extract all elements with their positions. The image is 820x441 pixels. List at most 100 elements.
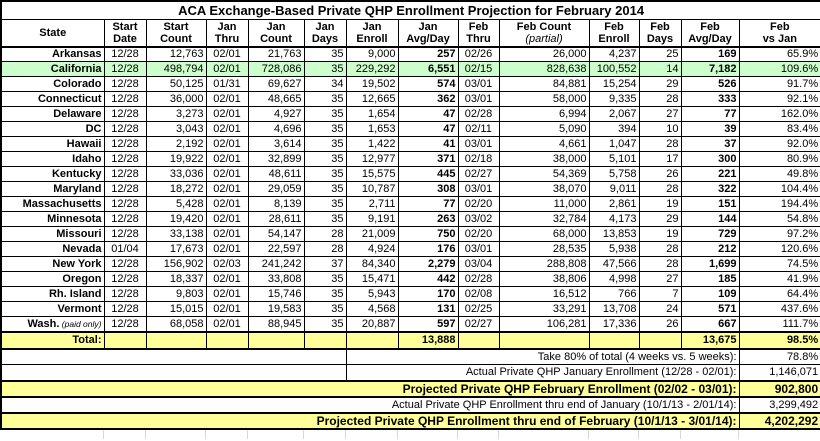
cell-start_count: 12,763 — [145, 46, 207, 62]
cell-feb_days: 10 — [638, 121, 682, 137]
cell-feb_days: 25 — [638, 46, 682, 62]
cell-feb_days: 28 — [638, 256, 682, 272]
cell-jan_days: 28 — [303, 226, 347, 242]
summary-row-projected-february: Projected Private QHP February Enrollmen… — [0, 380, 820, 397]
cell-start_date: 12/28 — [103, 181, 147, 197]
cell-jan_enroll: 20,887 — [345, 316, 399, 332]
cell-feb_avg: 7,182 — [680, 61, 740, 77]
cell-jan_avg: 176 — [397, 241, 459, 257]
cell-feb_avg: 185 — [680, 271, 740, 287]
cell-feb_avg: 1,699 — [680, 256, 740, 272]
cell-jan_avg: 371 — [397, 151, 459, 167]
cell-jan_days: 35 — [303, 211, 347, 227]
summary-value: 1,146,071 — [738, 364, 820, 381]
cell-feb_enroll: 13,853 — [588, 226, 640, 242]
gridline — [680, 429, 681, 439]
summary-row: Actual Private QHP Enrollment thru end o… — [0, 396, 820, 413]
cell-feb_days: 28 — [638, 136, 682, 152]
state-row: California 12/28 498,794 02/01 728,086 35 229,… — [0, 61, 820, 77]
cell-feb_avg: 109 — [680, 286, 740, 302]
cell-feb_enroll: 47,566 — [588, 256, 640, 272]
cell-jan_count: 3,614 — [247, 136, 305, 152]
cell-state: Arkansas — [0, 46, 105, 62]
cell-start_date: 12/28 — [103, 256, 147, 272]
cell-jan_count: 33,808 — [247, 271, 305, 287]
cell-feb_vs_jan: 74.5% — [738, 256, 820, 272]
cell-start_count: 36,000 — [145, 91, 207, 107]
cell-jan_thru: 02/01 — [205, 316, 249, 332]
cell-start_date: 01/04 — [103, 241, 147, 257]
cell-feb_thru: 03/01 — [457, 91, 500, 107]
total-cell-feb_vs_jan: 98.5% — [738, 330, 820, 350]
cell-state: Maryland — [0, 181, 105, 197]
cell-feb_vs_jan: 437.6% — [738, 301, 820, 317]
cell-jan_enroll: 1,653 — [345, 121, 399, 137]
cell-start_date: 12/28 — [103, 46, 147, 62]
total-row: Total: 13,888 13,675 98.5% — [0, 330, 820, 350]
state-row: Missouri 12/28 33,138 02/01 54,147 28 21,009 75… — [0, 226, 820, 242]
cell-feb_enroll: 9,335 — [588, 91, 640, 107]
cell-feb_days: 27 — [638, 106, 682, 122]
header-cell-jan_count: Jan Count — [247, 18, 305, 48]
cell-feb_thru: 02/28 — [457, 271, 500, 287]
cell-jan_days: 35 — [303, 151, 347, 167]
cell-start_date: 12/28 — [103, 316, 147, 332]
cell-feb_days: 26 — [638, 166, 682, 182]
cell-feb_enroll: 4,237 — [588, 46, 640, 62]
cell-jan_thru: 02/01 — [205, 121, 249, 137]
cell-start_count: 50,125 — [145, 76, 207, 92]
total-cell-feb_days — [638, 330, 682, 350]
cell-feb_thru: 03/01 — [457, 136, 500, 152]
gridline — [205, 429, 206, 439]
cell-start_date: 12/28 — [103, 121, 147, 137]
summary-section: Take 80% of total (4 weeks vs. 5 weeks):… — [0, 348, 820, 429]
cell-feb_count: 58,000 — [498, 91, 590, 107]
gridline — [103, 429, 104, 439]
cell-jan_thru: 02/01 — [205, 286, 249, 302]
cell-feb_avg: 39 — [680, 121, 740, 137]
cell-feb_avg: 37 — [680, 136, 740, 152]
summary-label: Projected Private QHP February Enrollmen… — [0, 380, 740, 397]
header-cell-feb_count: Feb Count (partial) — [498, 18, 590, 48]
state-row: Vermont 12/28 15,015 02/01 19,583 35 4,568 131 0… — [0, 301, 820, 317]
cell-feb_thru: 02/15 — [457, 61, 500, 77]
header-cell-feb_enroll: Feb Enroll — [588, 18, 640, 48]
cell-feb_enroll: 17,336 — [588, 316, 640, 332]
cell-state: Idaho — [0, 151, 105, 167]
cell-feb_thru: 03/02 — [457, 211, 500, 227]
cell-jan_days: 35 — [303, 106, 347, 122]
cell-feb_count: 16,512 — [498, 286, 590, 302]
cell-state: Kentucky — [0, 166, 105, 182]
cell-jan_avg: 131 — [397, 301, 459, 317]
total-cell-jan_days — [303, 330, 347, 350]
cell-feb_days: 14 — [638, 61, 682, 77]
total-cell-start_date — [103, 330, 147, 350]
header-cell-jan_avg: Jan Avg/Day — [397, 18, 459, 48]
cell-feb_days: 19 — [638, 196, 682, 212]
cell-feb_vs_jan: 111.7% — [738, 316, 820, 332]
cell-feb_count: 38,070 — [498, 181, 590, 197]
cell-feb_thru: 02/20 — [457, 226, 500, 242]
cell-feb_count: 6,994 — [498, 106, 590, 122]
cell-feb_count: 28,535 — [498, 241, 590, 257]
cell-jan_avg: 47 — [397, 121, 459, 137]
gridline — [588, 429, 589, 439]
cell-jan_enroll: 4,924 — [345, 241, 399, 257]
cell-feb_days: 24 — [638, 301, 682, 317]
cell-feb_avg: 667 — [680, 316, 740, 332]
cell-feb_vs_jan: 104.4% — [738, 181, 820, 197]
spreadsheet-gridlines — [0, 429, 820, 439]
cell-state: Minnesota — [0, 211, 105, 227]
cell-feb_thru: 02/11 — [457, 121, 500, 137]
state-row: Idaho 12/28 19,922 02/01 32,899 35 12,977 371 02… — [0, 151, 820, 167]
cell-jan_days: 37 — [303, 256, 347, 272]
total-cell-jan_thru — [205, 330, 249, 350]
cell-feb_enroll: 9,011 — [588, 181, 640, 197]
cell-feb_avg: 169 — [680, 46, 740, 62]
cell-jan_thru: 02/01 — [205, 136, 249, 152]
cell-feb_count: 38,000 — [498, 151, 590, 167]
cell-jan_count: 48,665 — [247, 91, 305, 107]
cell-jan_avg: 2,279 — [397, 256, 459, 272]
header-cell-feb_days: Feb Days — [638, 18, 682, 48]
